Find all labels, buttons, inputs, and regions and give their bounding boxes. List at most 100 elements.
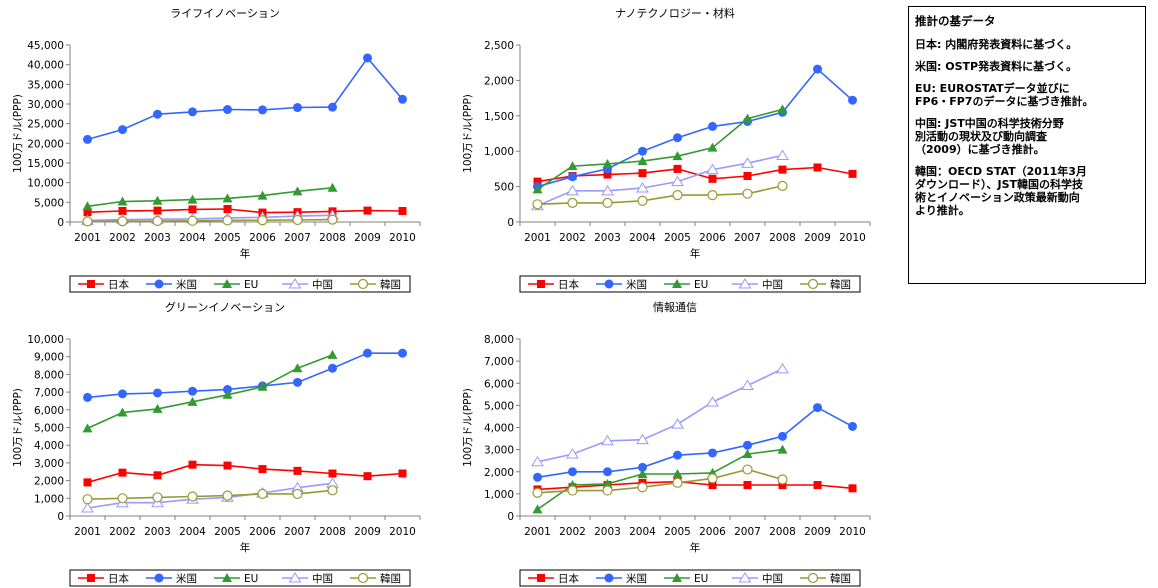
chart-title: ナノテクノロジー・材料 [615, 6, 735, 20]
data-point [327, 214, 338, 225]
series-line [537, 406, 853, 479]
data-point [223, 205, 232, 214]
data-point [118, 389, 127, 399]
legend-marker [604, 573, 614, 583]
data-point [742, 113, 753, 123]
data-point [848, 484, 857, 493]
note-box: 推計の基データ 日本: 内閣府発表資料に基づく。 米国: OSTP発表資料に基づ… [908, 6, 1146, 284]
x-tick-label: 2004 [179, 232, 206, 244]
data-point [293, 466, 302, 475]
data-point [813, 403, 822, 413]
data-point [187, 215, 198, 226]
data-point [363, 206, 372, 215]
data-point [82, 423, 93, 433]
data-point [187, 396, 198, 406]
x-tick-label: 2005 [664, 526, 691, 538]
data-point [257, 381, 268, 391]
legend-label: 中国 [312, 278, 333, 291]
legend-marker [672, 279, 682, 288]
x-tick-label: 2005 [214, 526, 241, 538]
data-point [813, 64, 822, 74]
data-point [118, 206, 127, 215]
y-tick-label: 20,000 [27, 138, 64, 150]
data-point [776, 362, 789, 374]
series-line [537, 67, 854, 188]
x-tick-label: 2004 [629, 232, 656, 244]
data-point [848, 169, 857, 178]
series-line [537, 185, 783, 206]
data-point [848, 95, 857, 105]
data-point [152, 492, 163, 503]
x-tick-label: 2007 [734, 526, 761, 538]
x-axis-label: 年 [240, 247, 251, 260]
legend-marker [537, 280, 545, 288]
data-point [708, 174, 717, 183]
data-point [637, 195, 648, 206]
data-point [813, 163, 822, 172]
data-point [153, 109, 162, 119]
data-point [707, 189, 718, 201]
data-point [566, 448, 579, 459]
x-tick-label: 2003 [594, 232, 621, 244]
data-point [636, 182, 649, 193]
data-point [602, 158, 613, 168]
y-tick-label: 8,000 [34, 369, 64, 381]
data-point [776, 149, 789, 160]
data-point [153, 471, 162, 480]
series-line [87, 208, 403, 214]
y-tick-label: 4,000 [484, 423, 514, 435]
legend-label: 日本 [558, 572, 579, 585]
y-axis-label: 100万ドル(PPP) [12, 388, 24, 467]
y-tick-label: 7,000 [484, 356, 514, 368]
legend-label: 日本 [108, 278, 129, 291]
data-point [257, 190, 268, 200]
data-point [117, 216, 128, 227]
data-point [363, 472, 372, 481]
y-tick-label: 5,000 [34, 423, 64, 435]
chart-title: グリーンイノベーション [165, 300, 285, 314]
y-tick-label: 2,500 [484, 40, 514, 52]
x-tick-label: 2007 [734, 232, 761, 244]
data-point [707, 142, 718, 152]
y-tick-label: 45,000 [27, 40, 64, 52]
data-point [398, 469, 407, 478]
x-tick-label: 2001 [524, 526, 551, 538]
x-tick-label: 2006 [699, 526, 726, 538]
data-point [777, 444, 788, 454]
y-tick-label: 0 [507, 511, 514, 523]
x-axis-label: 年 [240, 541, 251, 554]
data-point [743, 481, 752, 490]
data-point [223, 105, 232, 115]
data-point [601, 434, 614, 446]
y-tick-label: 10,000 [27, 178, 64, 190]
data-point [292, 214, 303, 226]
y-tick-label: 10,000 [27, 334, 64, 346]
legend-marker [154, 279, 164, 289]
data-point [533, 472, 542, 482]
data-point [672, 477, 683, 488]
x-tick-label: 2003 [594, 526, 621, 538]
data-point [82, 201, 93, 211]
y-tick-label: 1,000 [484, 146, 514, 158]
series-line [87, 489, 333, 500]
data-point [83, 208, 92, 217]
data-point [567, 161, 578, 171]
x-tick-label: 2002 [109, 232, 136, 244]
data-point [83, 134, 92, 144]
data-point [603, 467, 612, 477]
data-point [567, 485, 578, 496]
series-line [87, 56, 404, 141]
data-point [778, 481, 787, 490]
legend-marker [672, 573, 682, 582]
data-point [222, 215, 233, 226]
y-tick-label: 500 [494, 182, 514, 194]
y-axis-label: 100万ドル(PPP) [462, 388, 474, 467]
legend-label: 中国 [762, 278, 783, 291]
data-point [188, 205, 197, 214]
legend-label: 日本 [558, 278, 579, 291]
data-point [742, 188, 753, 199]
legend-label: 韓国 [380, 573, 401, 585]
data-point [153, 388, 162, 398]
data-point [743, 171, 752, 180]
data-point [777, 180, 788, 191]
